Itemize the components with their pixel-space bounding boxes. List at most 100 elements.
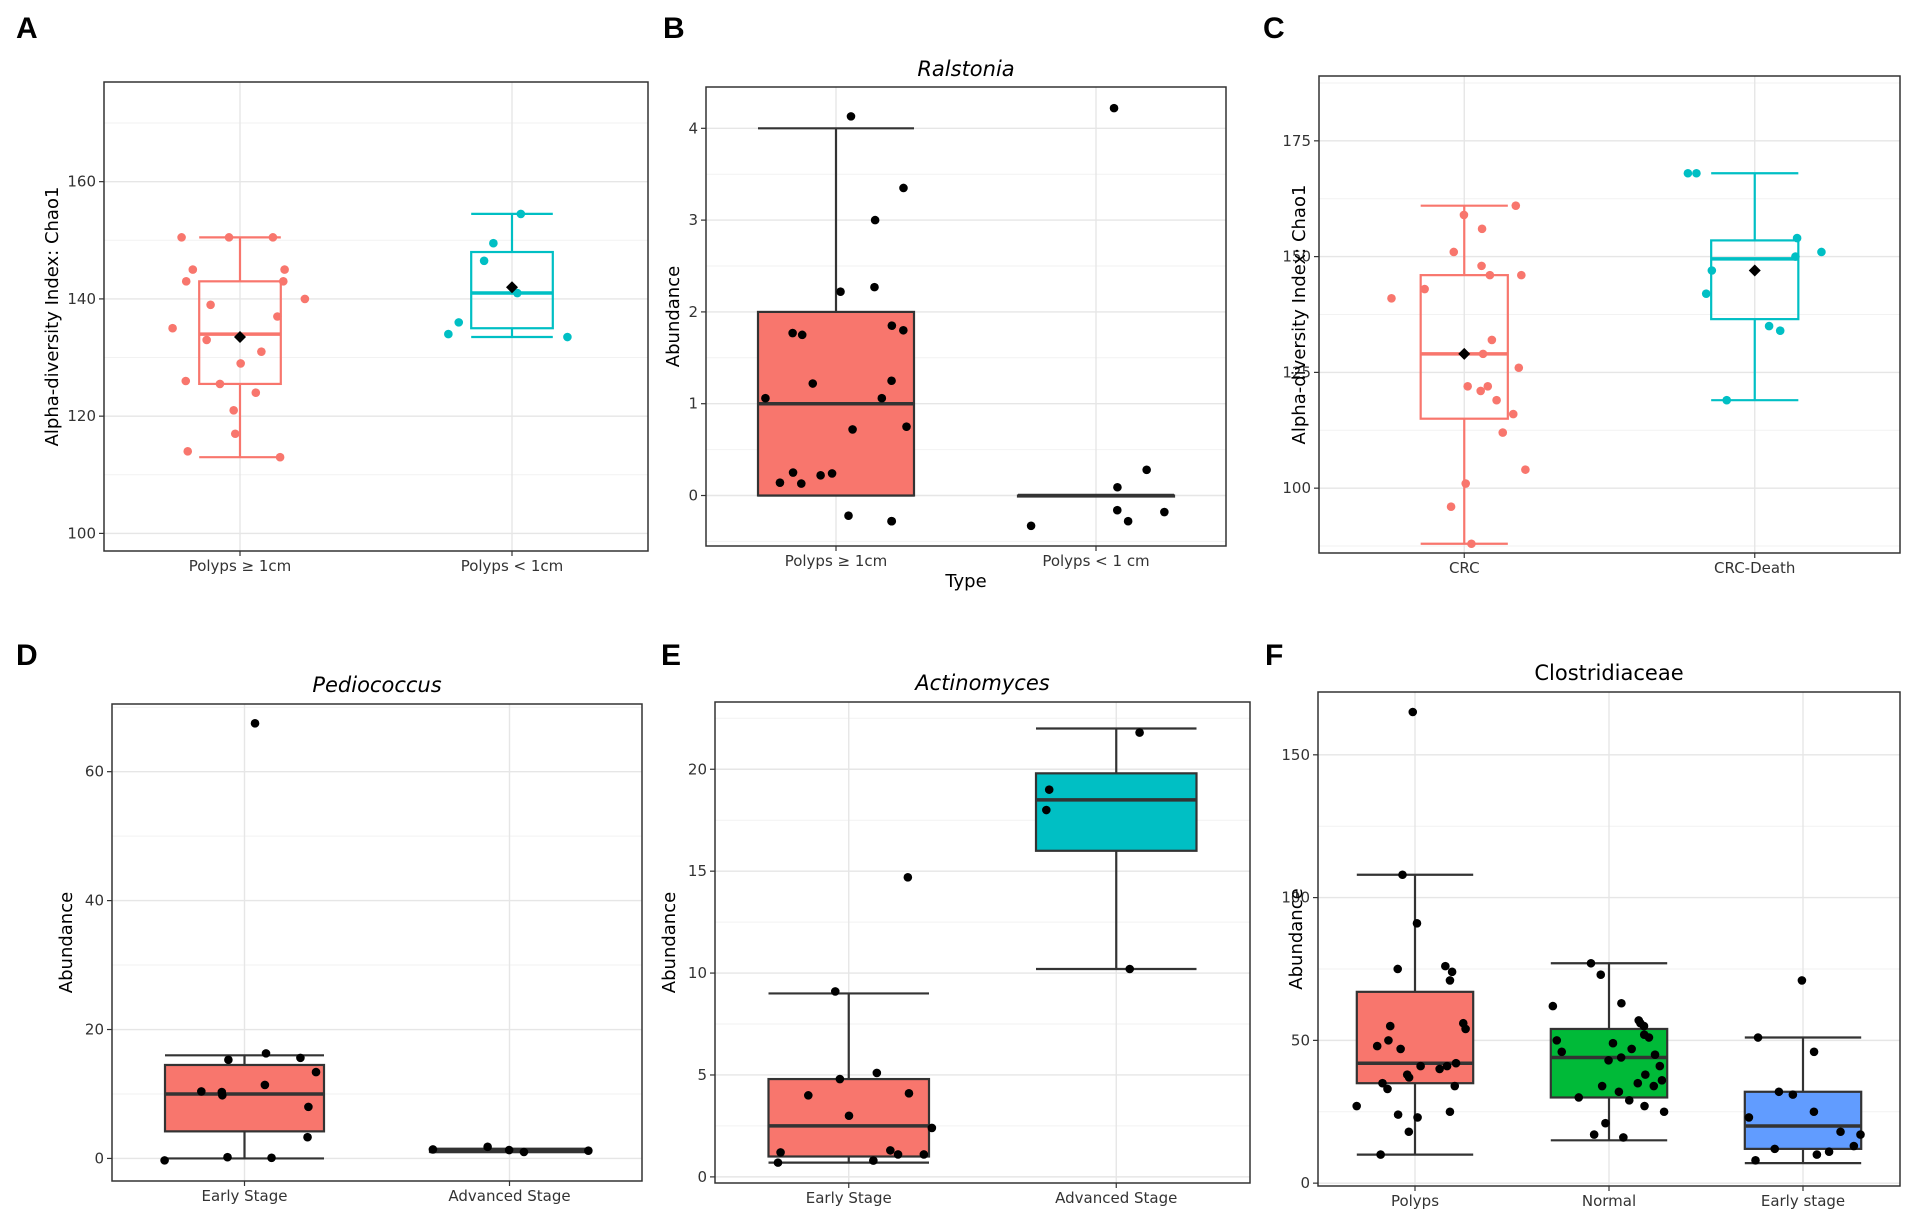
data-point: [177, 233, 186, 242]
data-point: [1044, 785, 1054, 794]
data-point: [1446, 502, 1456, 511]
x-tick-label: CRC: [1449, 559, 1480, 577]
data-point: [761, 393, 770, 403]
data-point: [827, 469, 837, 478]
box-2: [444, 209, 572, 342]
plot-border: [1318, 75, 1901, 554]
plot-border: [1317, 691, 1901, 1187]
data-point: [1812, 1150, 1822, 1159]
x-tick-label: Polyps < 1cm: [461, 557, 564, 575]
data-point: [836, 287, 845, 297]
data-point: [899, 325, 908, 335]
data-point: [1477, 224, 1487, 234]
x-tick-label: Normal: [1582, 1192, 1636, 1210]
data-point: [215, 379, 225, 389]
data-point: [1352, 1101, 1361, 1111]
data-point: [1416, 1061, 1425, 1071]
data-point: [927, 1123, 937, 1133]
data-point: [261, 1049, 271, 1058]
y-tick-label: 150: [1282, 248, 1311, 266]
data-point: [1849, 1141, 1859, 1151]
data-point: [1451, 1058, 1461, 1068]
data-point: [1420, 284, 1429, 294]
data-point: [1619, 1133, 1628, 1142]
x-tick-label: Polyps ≥ 1cm: [189, 557, 292, 575]
data-point: [869, 1156, 878, 1165]
data-point: [830, 987, 840, 996]
plot-background: [104, 82, 648, 551]
box-2: [1016, 103, 1176, 531]
data-point: [887, 376, 896, 386]
data-point: [1413, 1113, 1422, 1122]
data-point: [1398, 870, 1407, 880]
data-point: [1608, 1038, 1618, 1048]
data-point: [1383, 1084, 1392, 1094]
data-point: [206, 300, 215, 310]
data-point: [1498, 428, 1508, 437]
data-point: [303, 1132, 312, 1142]
data-point: [788, 328, 797, 338]
y-tick-label: 0: [697, 1168, 707, 1186]
x-tick-label: Polyps ≥ 1cm: [785, 552, 888, 570]
data-point: [1856, 1130, 1865, 1139]
data-point: [483, 1142, 492, 1152]
panel-a: Polyps ≥ 1cm Polyps < 1cm 100 120 140 160 A Alp…: [16, 12, 649, 575]
y-axis-label: Abundance: [663, 266, 684, 367]
data-point: [1627, 1044, 1636, 1054]
mean-marker: [1458, 347, 1471, 360]
y-tick-label: 20: [688, 760, 707, 778]
data-point: [1557, 1047, 1567, 1057]
y-axis-label: Abundance: [1286, 888, 1307, 989]
data-point: [1701, 289, 1711, 298]
y-axis-label: Alpha-diversity Index: Chao1: [42, 187, 63, 447]
data-point: [1435, 1064, 1444, 1074]
box-3: [1743, 976, 1865, 1165]
data-point: [1492, 395, 1501, 405]
box-1: [756, 112, 916, 526]
data-point: [816, 471, 825, 480]
plot-border: [705, 86, 1227, 547]
y-axis-label: Alpha-diversity Index: Chao1: [1289, 185, 1310, 445]
data-point: [1751, 1156, 1760, 1165]
data-point: [454, 318, 464, 327]
data-point: [877, 393, 887, 403]
data-point: [1624, 1096, 1634, 1105]
data-point: [1511, 201, 1521, 210]
mean-marker: [234, 331, 246, 344]
data-point: [870, 282, 879, 292]
box-1: [767, 872, 937, 1167]
data-point: [224, 1055, 233, 1065]
data-point: [1836, 1127, 1845, 1137]
data-point: [1142, 465, 1151, 475]
data-point: [1586, 958, 1596, 968]
data-point: [1450, 1081, 1460, 1091]
y-tick-label: 5: [697, 1066, 707, 1084]
data-point: [444, 329, 453, 339]
data-point: [1483, 381, 1493, 391]
data-point: [1387, 293, 1396, 303]
data-point: [1376, 1150, 1385, 1159]
data-point: [311, 1067, 321, 1077]
mean-marker: [506, 281, 518, 294]
data-point: [1445, 976, 1455, 985]
data-point: [229, 406, 238, 415]
panel-d: Early Stage Advanced Stage 0 20 40 60 D Pedioco…: [16, 639, 643, 1205]
data-point: [904, 1089, 914, 1098]
data-point: [1809, 1047, 1819, 1057]
data-point: [300, 294, 310, 304]
data-point: [844, 1111, 854, 1121]
plot-border: [111, 703, 643, 1182]
data-point: [1385, 1021, 1395, 1031]
data-point: [1441, 961, 1450, 971]
panel-letter: C: [1263, 12, 1285, 45]
data-point: [1722, 395, 1732, 405]
data-point: [887, 516, 897, 526]
data-point: [1792, 233, 1802, 243]
data-point: [1640, 1101, 1649, 1111]
data-point: [1521, 465, 1530, 474]
y-tick-label: 40: [85, 892, 104, 910]
x-tick-label: Early Stage: [202, 1187, 288, 1205]
data-point: [197, 1087, 206, 1096]
data-point: [1649, 1081, 1659, 1091]
data-point: [1485, 270, 1495, 280]
